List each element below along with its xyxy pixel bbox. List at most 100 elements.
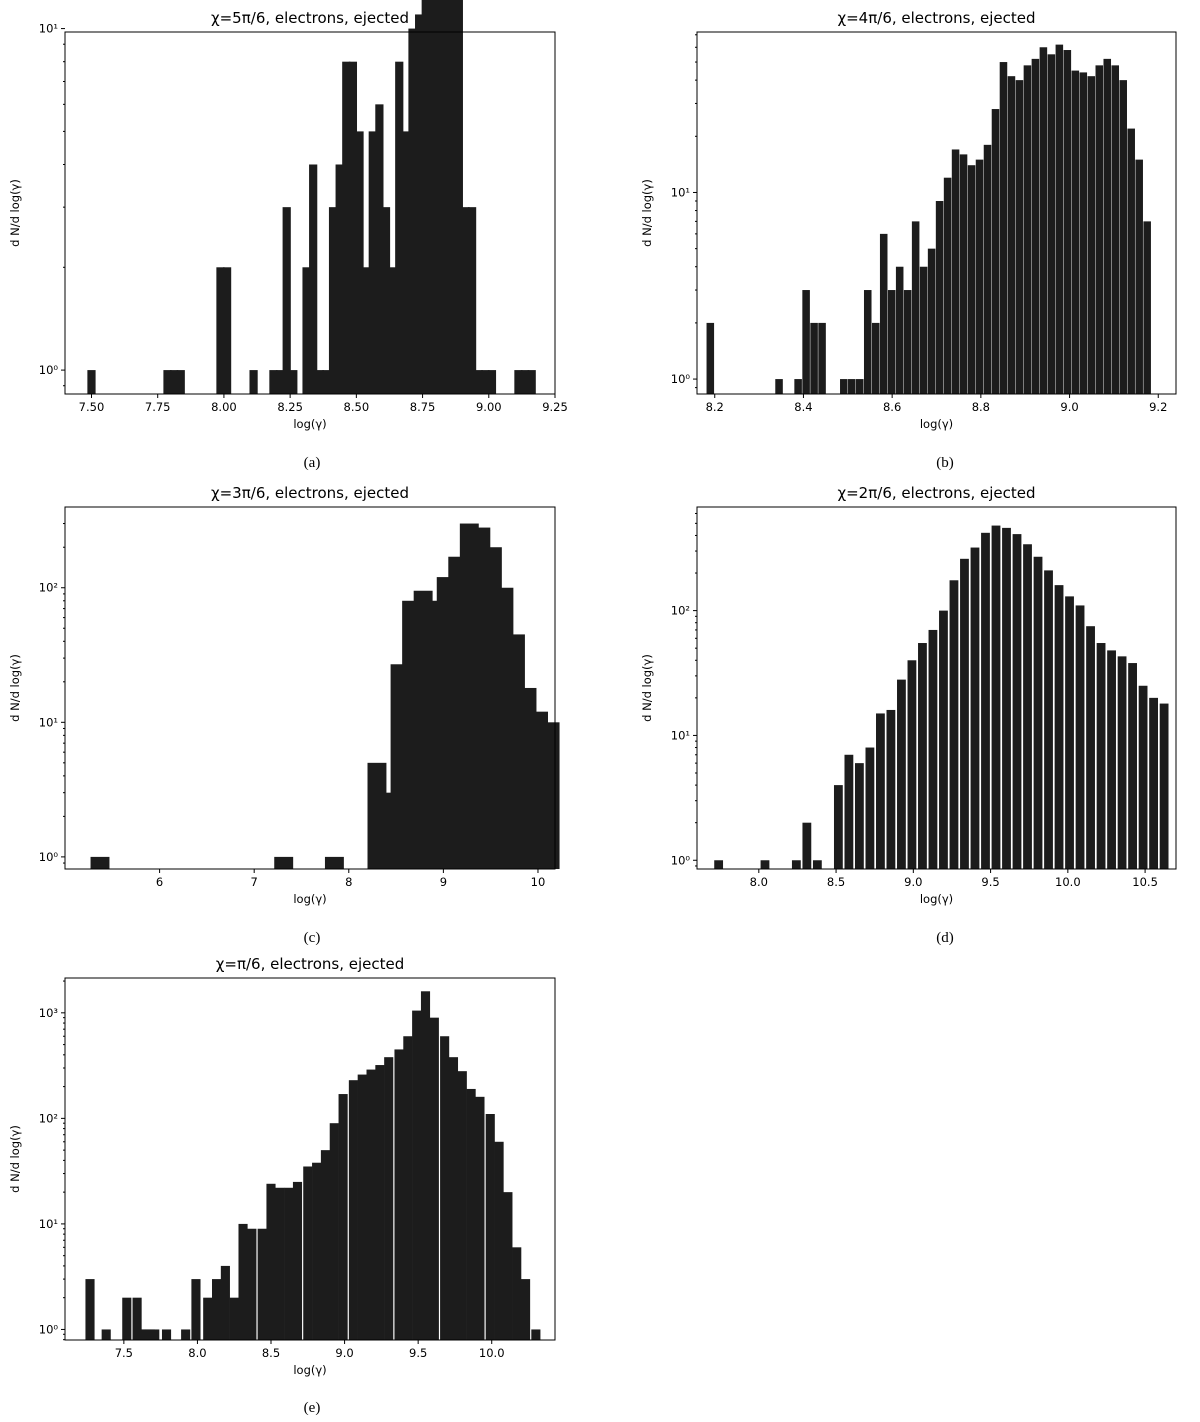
bar — [87, 370, 96, 394]
y-tick-label: 10¹ — [671, 728, 690, 742]
x-tick-label: 9.0 — [1060, 400, 1078, 414]
plot-frame — [696, 506, 1177, 870]
bar — [876, 713, 885, 869]
bar — [266, 1183, 276, 1340]
bar — [1015, 80, 1024, 394]
bar — [170, 370, 179, 394]
bar — [1033, 556, 1043, 869]
bar — [918, 643, 927, 869]
bar — [428, 0, 437, 394]
y-tick-label: 10⁰ — [39, 850, 59, 864]
bar — [1087, 76, 1096, 395]
bar — [421, 0, 430, 394]
x-tick-label: 7.5 — [115, 1346, 133, 1360]
bar — [521, 1279, 531, 1340]
bar — [355, 131, 364, 394]
bar — [474, 370, 483, 394]
bar — [520, 370, 530, 394]
bar — [970, 547, 980, 869]
chart-title-a: χ=5π/6, electrons, ejected — [211, 9, 409, 27]
bar — [412, 1010, 422, 1340]
bar — [879, 233, 888, 394]
bar — [981, 532, 990, 869]
bar — [348, 61, 358, 395]
chart-d: χ=2π/6, electrons, ejected 8.0 8.5 9.0 9.5 10… — [640, 484, 1177, 906]
x-tick-label: 9.5 — [981, 875, 999, 889]
bar — [927, 248, 936, 394]
bar — [257, 1228, 267, 1340]
bar — [485, 1114, 495, 1340]
x-tick-label: 9 — [440, 875, 447, 889]
x-tick-label: 7.50 — [79, 400, 105, 414]
bar — [903, 290, 912, 394]
chart-panel-e: χ=π/6, electrons, ejected 7.5 8.0 8.5 9.0 9.5… — [0, 948, 600, 1418]
bar — [302, 267, 311, 394]
x-tick-label: 9.25 — [542, 400, 568, 414]
bar — [706, 322, 715, 394]
bar — [1086, 626, 1095, 869]
y-tick-label: 10¹ — [39, 715, 58, 729]
bar — [275, 370, 285, 394]
bar — [181, 1329, 191, 1340]
bar — [1039, 47, 1048, 395]
bar — [1071, 70, 1080, 394]
bar — [282, 207, 291, 394]
chart-panel-d: χ=2π/6, electrons, ejected 8.0 8.5 9.0 9.5 10… — [600, 475, 1200, 945]
bar — [991, 525, 1001, 869]
bar — [844, 754, 854, 869]
bar — [191, 1279, 201, 1340]
bar — [440, 1036, 450, 1340]
bar — [714, 860, 724, 869]
bar — [812, 860, 822, 869]
bar — [810, 322, 818, 394]
bar — [322, 370, 331, 394]
bar — [101, 1329, 111, 1340]
bar — [176, 370, 185, 394]
bar — [394, 1049, 404, 1340]
bar — [939, 610, 948, 869]
bar — [467, 207, 477, 394]
bar — [475, 1096, 485, 1340]
y-tick-label: 10⁰ — [671, 853, 691, 867]
x-tick-label: 8 — [345, 875, 352, 889]
bar — [381, 207, 391, 394]
caption-e: (e) — [303, 1400, 321, 1416]
bar — [886, 709, 896, 869]
y-axis-label: d N/d log(γ) — [8, 1125, 22, 1193]
bar — [1135, 159, 1143, 394]
bar — [1079, 72, 1088, 394]
bar — [395, 61, 404, 395]
bar — [375, 1065, 385, 1340]
bar — [1103, 58, 1112, 395]
bar — [368, 131, 377, 394]
bar — [1095, 65, 1104, 395]
bar — [928, 629, 938, 869]
bar — [514, 370, 523, 394]
bar — [320, 1150, 331, 1340]
chart-panel-b: χ=4π/6, electrons, ejected 8.2 8.4 8.6 8.8 9.… — [600, 0, 1200, 470]
bars — [90, 523, 560, 869]
y-axis-label: d N/d log(γ) — [640, 179, 654, 247]
y-tick-label: 10¹ — [39, 22, 58, 36]
chart-title-e: χ=π/6, electrons, ejected — [216, 955, 405, 973]
bar — [943, 177, 952, 394]
y-tick-label: 10⁰ — [39, 1322, 59, 1336]
bar — [329, 1123, 339, 1340]
bar — [856, 379, 864, 394]
bar — [959, 154, 968, 394]
x-tick-label: 10.0 — [1055, 875, 1081, 889]
bar — [249, 370, 258, 394]
bar — [132, 1297, 142, 1340]
y-tick-label: 10⁰ — [39, 363, 59, 377]
bar — [775, 379, 783, 394]
bar — [1107, 650, 1116, 869]
bar — [818, 322, 826, 394]
plot-frame — [64, 31, 556, 395]
y-tick-label: 10¹ — [39, 1217, 58, 1231]
bar — [212, 1279, 222, 1340]
y-tick-label: 10² — [39, 1111, 58, 1125]
bar — [85, 1279, 95, 1340]
bar — [448, 0, 457, 394]
chart-title-c: χ=3π/6, electrons, ejected — [211, 484, 409, 502]
bar — [512, 1247, 522, 1340]
